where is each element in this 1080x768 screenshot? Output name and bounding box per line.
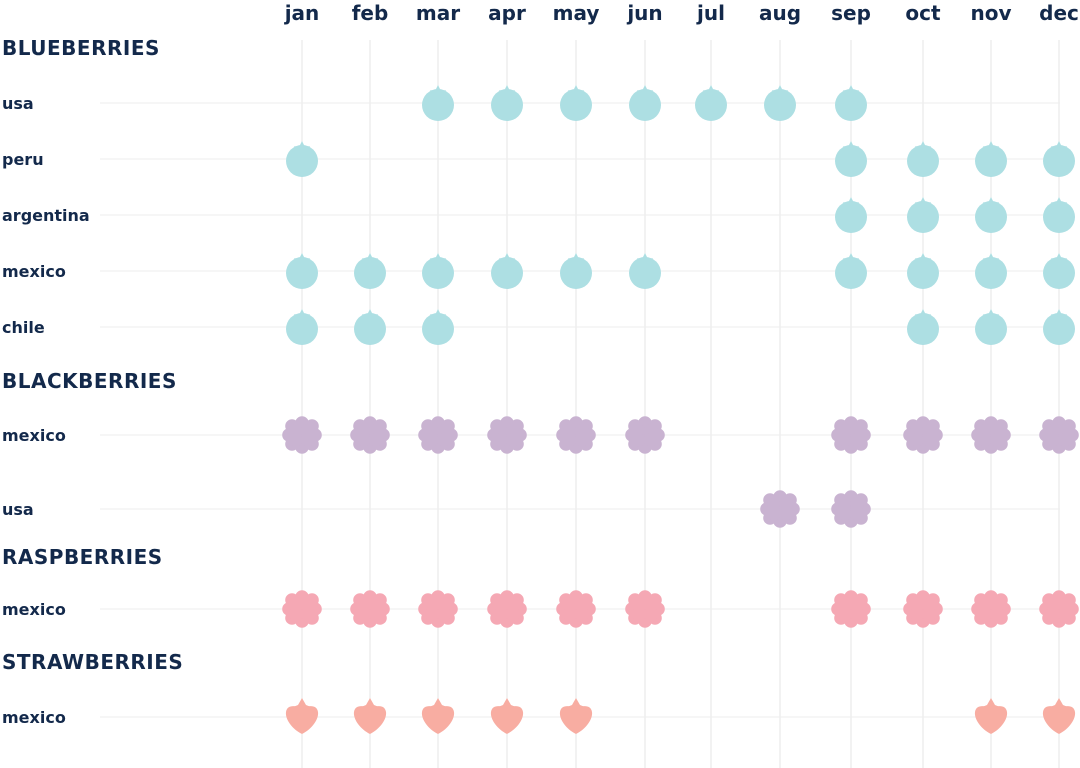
blackberry-mark-mexico-feb	[350, 416, 390, 454]
blueberry-mark-mexico-apr	[491, 253, 523, 289]
raspberry-mark-mexico-dec	[1039, 590, 1079, 628]
strawberry-mark-mexico-nov	[974, 698, 1008, 734]
blueberry-mark-peru-oct	[907, 141, 939, 177]
section-title-blackberry: BLACKBERRIES	[2, 369, 177, 393]
month-label-apr: apr	[488, 1, 526, 25]
blueberry-mark-argentina-nov	[975, 197, 1007, 233]
row-label-blackberry-mexico: mexico	[2, 426, 66, 445]
blueberry-mark-chile-nov	[975, 309, 1007, 345]
blackberry-mark-mexico-mar	[418, 416, 458, 454]
raspberry-mark-mexico-jun	[625, 590, 665, 628]
raspberry-mark-mexico-nov	[971, 590, 1011, 628]
blueberry-mark-usa-jun	[629, 85, 661, 121]
section-title-raspberry: RASPBERRIES	[2, 545, 163, 569]
raspberry-mark-mexico-feb	[350, 590, 390, 628]
month-label-jan: jan	[284, 1, 320, 25]
blueberry-mark-mexico-oct	[907, 253, 939, 289]
mark-layer	[282, 85, 1079, 734]
row-label-strawberry-mexico: mexico	[2, 708, 66, 727]
blackberry-mark-mexico-apr	[487, 416, 527, 454]
blueberry-mark-peru-jan	[286, 141, 318, 177]
row-label-blueberry-peru: peru	[2, 150, 44, 169]
blueberry-mark-chile-oct	[907, 309, 939, 345]
blueberry-mark-chile-feb	[354, 309, 386, 345]
blackberry-mark-usa-aug	[760, 490, 800, 528]
month-label-mar: mar	[416, 1, 460, 25]
strawberry-mark-mexico-mar	[421, 698, 455, 734]
raspberry-mark-mexico-may	[556, 590, 596, 628]
row-label-blueberry-argentina: argentina	[2, 206, 90, 225]
month-label-oct: oct	[905, 1, 941, 25]
strawberry-mark-mexico-apr	[490, 698, 524, 734]
blackberry-mark-mexico-nov	[971, 416, 1011, 454]
blueberry-mark-chile-jan	[286, 309, 318, 345]
label-layer: jan feb mar apr may jun jul aug sep oct nov dec BLUE…	[2, 1, 1079, 727]
blackberry-mark-mexico-dec	[1039, 416, 1079, 454]
raspberry-mark-mexico-sep	[831, 590, 871, 628]
blueberry-mark-usa-mar	[422, 85, 454, 121]
month-label-jun: jun	[626, 1, 662, 25]
blueberry-mark-mexico-dec	[1043, 253, 1075, 289]
section-title-strawberry: STRAWBERRIES	[2, 650, 183, 674]
blueberry-mark-mexico-feb	[354, 253, 386, 289]
blueberry-mark-mexico-may	[560, 253, 592, 289]
strawberry-mark-mexico-jan	[285, 698, 319, 734]
raspberry-mark-mexico-mar	[418, 590, 458, 628]
blueberry-mark-peru-dec	[1043, 141, 1075, 177]
blueberry-mark-mexico-sep	[835, 253, 867, 289]
strawberry-mark-mexico-feb	[353, 698, 387, 734]
blueberry-mark-usa-may	[560, 85, 592, 121]
strawberry-mark-mexico-may	[559, 698, 593, 734]
month-label-dec: dec	[1039, 1, 1079, 25]
raspberry-mark-mexico-oct	[903, 590, 943, 628]
blueberry-mark-mexico-mar	[422, 253, 454, 289]
month-label-feb: feb	[352, 1, 389, 25]
blueberry-mark-mexico-jun	[629, 253, 661, 289]
row-label-blueberry-chile: chile	[2, 318, 45, 337]
blueberry-mark-mexico-nov	[975, 253, 1007, 289]
blueberry-mark-argentina-oct	[907, 197, 939, 233]
blackberry-mark-mexico-jan	[282, 416, 322, 454]
section-title-blueberry: BLUEBERRIES	[2, 36, 160, 60]
blueberry-mark-argentina-dec	[1043, 197, 1075, 233]
row-label-blueberry-mexico: mexico	[2, 262, 66, 281]
blueberry-mark-peru-nov	[975, 141, 1007, 177]
month-label-jul: jul	[696, 1, 725, 25]
raspberry-mark-mexico-jan	[282, 590, 322, 628]
row-label-blueberry-usa: usa	[2, 94, 34, 113]
blackberry-mark-mexico-jun	[625, 416, 665, 454]
blackberry-mark-mexico-oct	[903, 416, 943, 454]
row-label-blackberry-usa: usa	[2, 500, 34, 519]
raspberry-mark-mexico-apr	[487, 590, 527, 628]
blackberry-mark-usa-sep	[831, 490, 871, 528]
blueberry-mark-argentina-sep	[835, 197, 867, 233]
blueberry-mark-mexico-jan	[286, 253, 318, 289]
month-label-sep: sep	[831, 1, 871, 25]
blueberry-mark-usa-apr	[491, 85, 523, 121]
month-label-may: may	[553, 1, 600, 25]
row-label-raspberry-mexico: mexico	[2, 600, 66, 619]
month-label-nov: nov	[970, 1, 1011, 25]
blueberry-mark-chile-mar	[422, 309, 454, 345]
blueberry-mark-usa-sep	[835, 85, 867, 121]
blackberry-mark-mexico-may	[556, 416, 596, 454]
blueberry-mark-peru-sep	[835, 141, 867, 177]
blueberry-mark-usa-jul	[695, 85, 727, 121]
blackberry-mark-mexico-sep	[831, 416, 871, 454]
blueberry-mark-chile-dec	[1043, 309, 1075, 345]
strawberry-mark-mexico-dec	[1042, 698, 1076, 734]
blueberry-mark-usa-aug	[764, 85, 796, 121]
month-label-aug: aug	[759, 1, 801, 25]
